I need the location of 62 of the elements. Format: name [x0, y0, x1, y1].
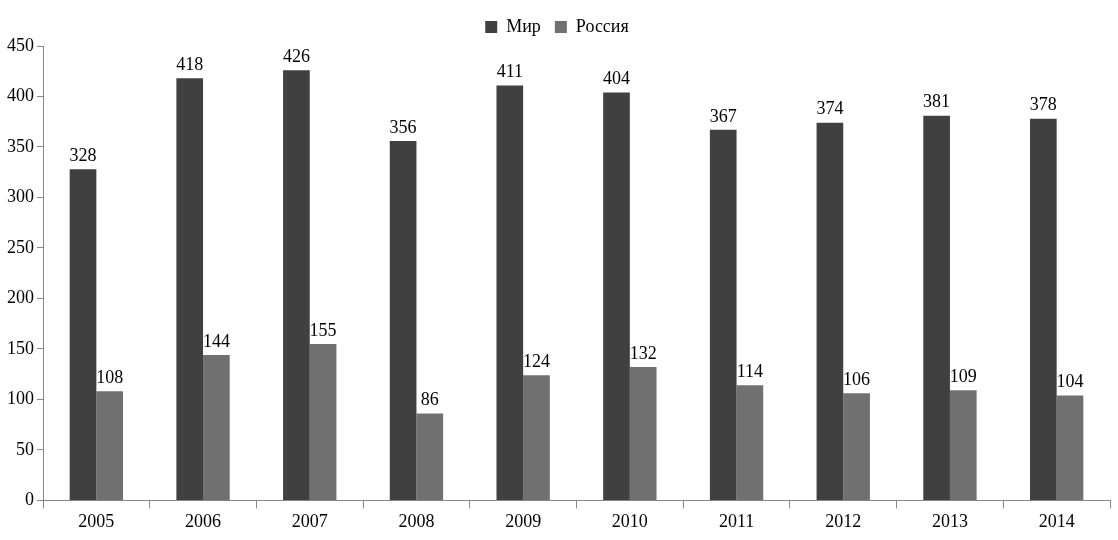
bar — [96, 391, 124, 500]
data-label: 356 — [389, 116, 417, 137]
legend-label: Россия — [575, 15, 629, 36]
y-tick-label: 250 — [7, 236, 34, 257]
legend-label: Мир — [506, 15, 541, 36]
x-tick-label: 2012 — [825, 510, 862, 531]
y-tick-label: 50 — [16, 438, 34, 459]
data-label: 378 — [1029, 94, 1057, 115]
y-tick-label: 150 — [7, 337, 34, 358]
data-label: 404 — [603, 68, 631, 89]
bar — [736, 385, 764, 500]
bar — [176, 78, 204, 500]
y-tick-label: 0 — [25, 489, 34, 510]
bar — [309, 343, 337, 500]
y-tick-label: 450 — [7, 34, 34, 55]
y-tick-label: 200 — [7, 287, 34, 308]
data-label: 108 — [96, 367, 124, 388]
data-label: 381 — [923, 91, 951, 112]
data-label: 114 — [736, 361, 764, 382]
bar — [1056, 395, 1084, 500]
data-label: 109 — [949, 366, 977, 387]
bar — [523, 375, 550, 500]
y-tick-label: 400 — [7, 85, 34, 106]
data-label: 104 — [1056, 371, 1084, 392]
bar — [603, 92, 630, 500]
x-tick-label: 2013 — [931, 510, 968, 531]
bar — [203, 354, 230, 500]
bar — [416, 413, 444, 500]
x-tick-label: 2008 — [398, 510, 435, 531]
data-label: 106 — [843, 369, 871, 390]
data-label: 328 — [69, 144, 97, 165]
x-tick-label: 2011 — [718, 510, 755, 531]
bar — [1029, 118, 1057, 500]
data-label: 132 — [629, 342, 657, 363]
bar — [629, 367, 657, 500]
data-label: 155 — [309, 319, 337, 340]
data-label: 418 — [176, 54, 204, 75]
bar — [496, 85, 524, 500]
bar — [709, 129, 737, 500]
bar — [923, 115, 950, 500]
x-tick-label: 2014 — [1038, 510, 1075, 531]
x-tick-label: 2009 — [505, 510, 542, 531]
data-label: 411 — [496, 61, 523, 82]
y-tick-label: 100 — [7, 388, 34, 409]
bar — [816, 122, 844, 500]
data-label: 124 — [522, 350, 550, 371]
bar — [949, 390, 977, 500]
x-tick-label: 2007 — [291, 510, 328, 531]
data-label: 374 — [816, 98, 844, 119]
bar — [843, 393, 870, 500]
data-label: 86 — [420, 389, 439, 410]
y-tick-label: 300 — [7, 186, 34, 207]
data-label: 426 — [282, 45, 310, 66]
x-tick-label: 2005 — [78, 510, 115, 531]
bar — [69, 169, 97, 500]
data-label: 367 — [709, 105, 737, 126]
x-tick-label: 2010 — [611, 510, 648, 531]
y-tick-label: 350 — [7, 135, 34, 156]
bar — [283, 70, 310, 500]
data-label: 144 — [202, 330, 230, 351]
bar — [389, 140, 417, 500]
x-tick-label: 2006 — [185, 510, 222, 531]
